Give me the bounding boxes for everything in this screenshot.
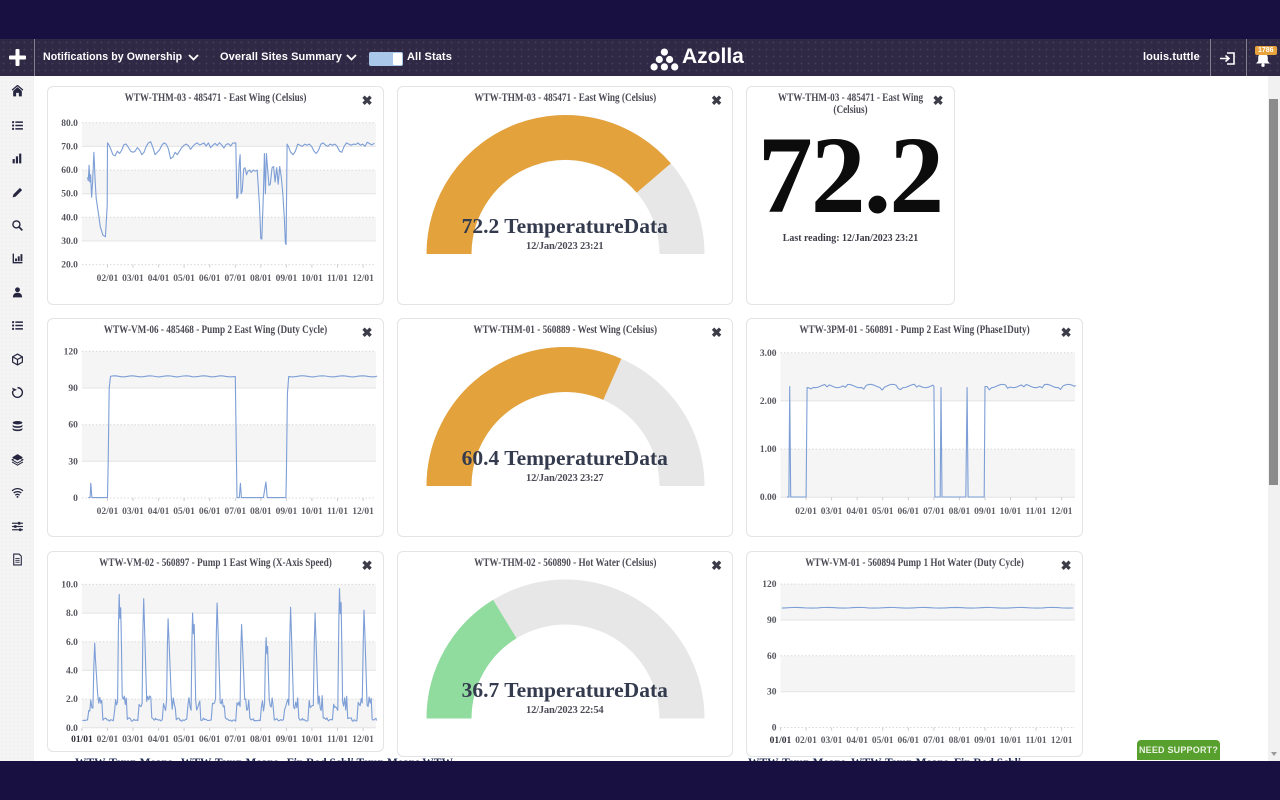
- svg-text:120: 120: [762, 580, 777, 590]
- svg-text:12/01: 12/01: [352, 507, 374, 517]
- svg-text:01/01: 01/01: [769, 736, 791, 746]
- svg-text:10/01: 10/01: [301, 735, 323, 745]
- svg-text:90: 90: [68, 384, 78, 394]
- svg-text:0: 0: [771, 723, 776, 733]
- svg-text:12/01: 12/01: [352, 735, 374, 745]
- svg-text:60: 60: [767, 651, 777, 661]
- svg-text:03/01: 03/01: [122, 507, 144, 517]
- svg-text:50.0: 50.0: [61, 190, 78, 200]
- svg-text:0.00: 0.00: [759, 493, 776, 503]
- svg-text:03/01: 03/01: [122, 735, 144, 745]
- svg-text:07/01: 07/01: [923, 736, 945, 746]
- svg-text:02/01: 02/01: [96, 507, 118, 517]
- svg-text:0.0: 0.0: [66, 723, 78, 733]
- svg-text:09/01: 09/01: [974, 507, 996, 517]
- svg-text:05/01: 05/01: [173, 735, 195, 745]
- svg-text:07/01: 07/01: [224, 274, 246, 284]
- svg-text:10/01: 10/01: [301, 507, 323, 517]
- svg-text:10/01: 10/01: [999, 736, 1021, 746]
- svg-text:12/01: 12/01: [1050, 507, 1072, 517]
- svg-text:6.0: 6.0: [66, 637, 78, 647]
- svg-text:11/01: 11/01: [326, 735, 347, 745]
- svg-text:02/01: 02/01: [96, 735, 118, 745]
- svg-text:06/01: 06/01: [198, 274, 220, 284]
- svg-text:3.00: 3.00: [759, 349, 776, 359]
- svg-text:02/01: 02/01: [795, 736, 817, 746]
- svg-text:60: 60: [68, 421, 78, 431]
- svg-text:12/01: 12/01: [1050, 736, 1072, 746]
- svg-text:12/01: 12/01: [352, 274, 374, 284]
- svg-text:05/01: 05/01: [173, 507, 195, 517]
- svg-text:04/01: 04/01: [846, 507, 868, 517]
- svg-text:07/01: 07/01: [923, 507, 945, 517]
- svg-text:11/01: 11/01: [326, 507, 347, 517]
- svg-text:30: 30: [767, 687, 777, 697]
- svg-text:04/01: 04/01: [147, 507, 169, 517]
- svg-text:04/01: 04/01: [846, 736, 868, 746]
- svg-text:02/01: 02/01: [96, 274, 118, 284]
- svg-text:2.0: 2.0: [66, 695, 78, 705]
- svg-text:06/01: 06/01: [198, 735, 220, 745]
- svg-text:10/01: 10/01: [301, 274, 323, 284]
- svg-text:09/01: 09/01: [974, 736, 996, 746]
- svg-text:08/01: 08/01: [948, 736, 970, 746]
- svg-text:4.0: 4.0: [66, 666, 78, 676]
- svg-text:05/01: 05/01: [871, 507, 893, 517]
- svg-text:70.0: 70.0: [61, 142, 78, 152]
- svg-text:04/01: 04/01: [147, 274, 169, 284]
- svg-text:08/01: 08/01: [249, 274, 271, 284]
- svg-text:30.0: 30.0: [61, 237, 78, 247]
- svg-text:09/01: 09/01: [275, 507, 297, 517]
- svg-text:10/01: 10/01: [999, 507, 1021, 517]
- svg-text:1.00: 1.00: [759, 445, 776, 455]
- svg-text:2.00: 2.00: [759, 397, 776, 407]
- svg-text:09/01: 09/01: [275, 735, 297, 745]
- svg-text:30: 30: [68, 457, 78, 467]
- svg-text:08/01: 08/01: [249, 735, 271, 745]
- svg-text:05/01: 05/01: [173, 274, 195, 284]
- svg-text:8.0: 8.0: [66, 609, 78, 619]
- svg-text:11/01: 11/01: [1025, 736, 1046, 746]
- svg-text:02/01: 02/01: [795, 507, 817, 517]
- svg-text:09/01: 09/01: [275, 274, 297, 284]
- svg-text:06/01: 06/01: [897, 507, 919, 517]
- svg-text:90: 90: [767, 616, 777, 626]
- svg-text:60.0: 60.0: [61, 166, 78, 176]
- svg-text:11/01: 11/01: [326, 274, 347, 284]
- svg-text:06/01: 06/01: [198, 507, 220, 517]
- svg-text:11/01: 11/01: [1025, 507, 1046, 517]
- svg-text:40.0: 40.0: [61, 213, 78, 223]
- svg-text:03/01: 03/01: [820, 736, 842, 746]
- svg-text:08/01: 08/01: [249, 507, 271, 517]
- svg-text:07/01: 07/01: [224, 735, 246, 745]
- svg-text:07/01: 07/01: [224, 507, 246, 517]
- svg-text:120: 120: [63, 347, 77, 357]
- svg-text:20.0: 20.0: [61, 261, 78, 271]
- svg-text:0: 0: [73, 494, 78, 504]
- svg-text:05/01: 05/01: [871, 736, 893, 746]
- svg-text:01/01: 01/01: [71, 735, 93, 745]
- svg-text:80.0: 80.0: [61, 119, 78, 129]
- svg-text:04/01: 04/01: [147, 735, 169, 745]
- svg-text:03/01: 03/01: [122, 274, 144, 284]
- svg-text:08/01: 08/01: [948, 507, 970, 517]
- svg-text:10.0: 10.0: [61, 580, 78, 590]
- svg-text:03/01: 03/01: [820, 507, 842, 517]
- svg-text:06/01: 06/01: [897, 736, 919, 746]
